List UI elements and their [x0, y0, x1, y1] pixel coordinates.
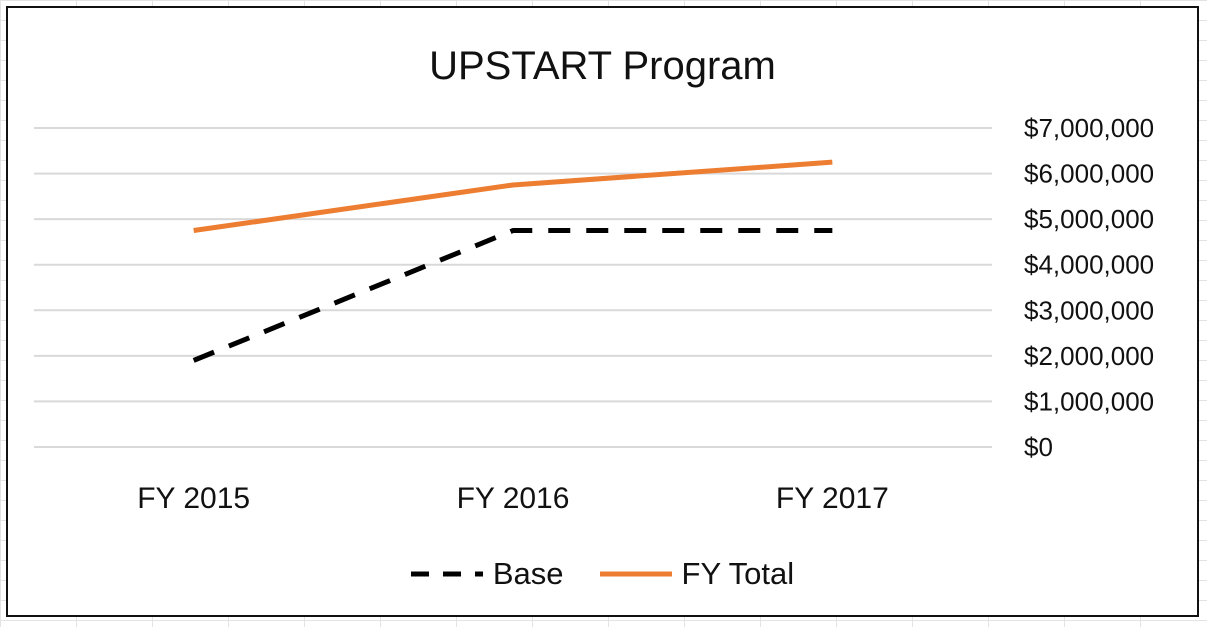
y-tick-label: $3,000,000 [1024, 295, 1154, 325]
legend-label-base: Base [492, 556, 564, 591]
legend-item-base[interactable]: Base [410, 556, 564, 592]
series-line-base[interactable] [192, 228, 833, 363]
x-axis-tick-labels: FY 2015 FY 2016 FY 2017 [137, 482, 889, 515]
x-tick-label: FY 2017 [776, 482, 889, 515]
x-tick-label: FY 2015 [137, 482, 250, 515]
legend-swatch-fy-total [599, 571, 672, 577]
legend: Base FY Total [8, 556, 1197, 592]
legend-label-fy-total: FY Total [681, 556, 795, 591]
legend-item-fy-total[interactable]: FY Total [599, 556, 795, 592]
chart-title: UPSTART Program [429, 44, 776, 88]
y-tick-label: $7,000,000 [1024, 113, 1154, 143]
series-line-fy-total[interactable] [193, 159, 833, 234]
y-tick-label: $6,000,000 [1024, 159, 1154, 189]
x-tick-label: FY 2016 [457, 482, 570, 515]
legend-swatch-base [410, 571, 483, 577]
y-axis-tick-labels: $0 $1,000,000 $2,000,000 $3,000,000 $4,000,0… [1024, 113, 1154, 462]
y-tick-label: $0 [1024, 432, 1053, 462]
series-lines [192, 159, 833, 363]
y-tick-label: $2,000,000 [1024, 341, 1154, 371]
gridlines [34, 127, 992, 448]
y-tick-label: $4,000,000 [1024, 250, 1154, 280]
y-tick-label: $1,000,000 [1024, 386, 1154, 416]
line-chart-plot: $0 $1,000,000 $2,000,000 $3,000,000 $4,000,0… [34, 113, 1154, 515]
y-tick-label: $5,000,000 [1024, 204, 1154, 234]
chart-container[interactable]: UPSTART Program $0 $1,000,000 $2,000,000 $3… [6, 6, 1199, 617]
